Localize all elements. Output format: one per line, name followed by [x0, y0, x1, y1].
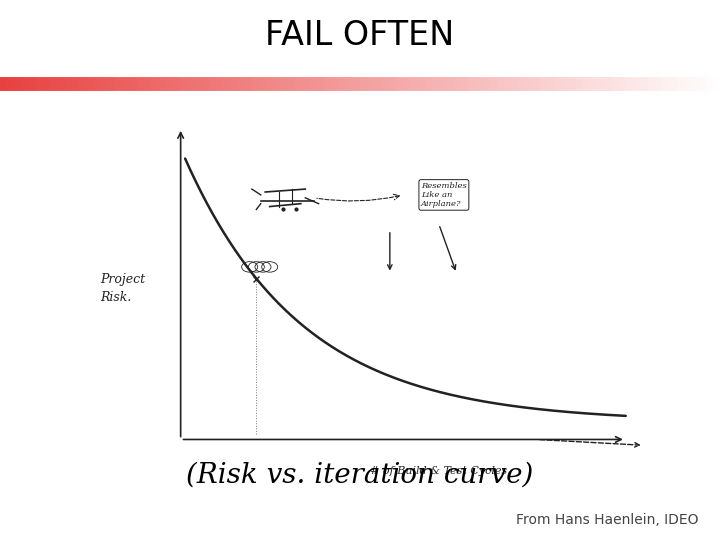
Text: (Risk vs. iteration curve): (Risk vs. iteration curve) [186, 462, 534, 489]
Text: From Hans Haenlein, IDEO: From Hans Haenlein, IDEO [516, 512, 698, 526]
Text: # of Build & Test Cycles: # of Build & Test Cycles [370, 467, 508, 476]
Text: FAIL OFTEN: FAIL OFTEN [266, 19, 454, 52]
Text: Project
Risk.: Project Risk. [101, 273, 145, 303]
Text: Resembles
Like an
Airplane?: Resembles Like an Airplane? [421, 182, 467, 208]
